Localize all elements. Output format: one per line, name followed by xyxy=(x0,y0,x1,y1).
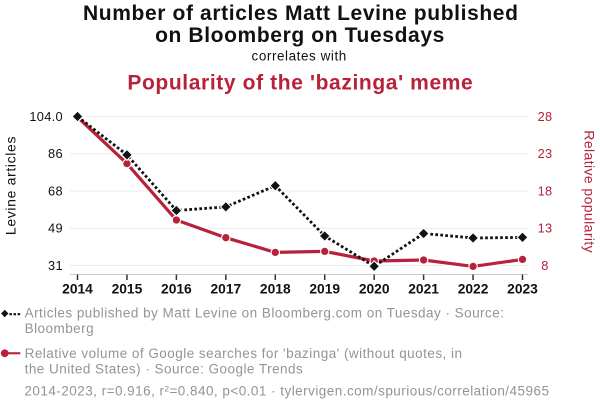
svg-text:8: 8 xyxy=(541,258,548,273)
svg-text:2021: 2021 xyxy=(408,281,439,296)
svg-text:31: 31 xyxy=(48,258,63,273)
svg-text:Popularity of the 'bazinga' me: Popularity of the 'bazinga' meme xyxy=(127,72,473,95)
svg-text:28: 28 xyxy=(538,109,553,124)
svg-text:2018: 2018 xyxy=(260,281,291,296)
svg-text:68: 68 xyxy=(48,183,63,198)
svg-text:correlates with: correlates with xyxy=(252,48,347,63)
svg-text:Articles published by Matt Lev: Articles published by Matt Levine on Blo… xyxy=(25,305,505,320)
svg-text:13: 13 xyxy=(538,221,553,236)
svg-text:49: 49 xyxy=(48,221,63,236)
svg-text:Bloomberg: Bloomberg xyxy=(25,321,95,336)
svg-text:Relative volume of Google sear: Relative volume of Google searches for '… xyxy=(25,346,463,361)
svg-text:2017: 2017 xyxy=(210,281,241,296)
svg-text:23: 23 xyxy=(538,146,553,161)
svg-text:86: 86 xyxy=(48,146,63,161)
svg-text:2014-2023, r=0.916, r²=0.840,: 2014-2023, r=0.916, r²=0.840, p<0.01 · t… xyxy=(24,384,549,399)
svg-text:2015: 2015 xyxy=(112,281,143,296)
svg-text:2023: 2023 xyxy=(507,281,538,296)
svg-text:the United States) · Source: G: the United States) · Source: Google Tren… xyxy=(25,362,304,377)
svg-text:18: 18 xyxy=(538,183,553,198)
svg-text:2022: 2022 xyxy=(458,281,489,296)
svg-text:Levine articles: Levine articles xyxy=(3,136,19,235)
svg-text:2020: 2020 xyxy=(359,281,390,296)
svg-text:2019: 2019 xyxy=(309,281,340,296)
svg-text:Number of articles Matt Levine: Number of articles Matt Levine published xyxy=(83,2,519,25)
svg-text:on Bloomberg on Tuesdays: on Bloomberg on Tuesdays xyxy=(155,24,445,47)
svg-text:2016: 2016 xyxy=(161,281,192,296)
svg-text:Relative popularity: Relative popularity xyxy=(582,130,598,253)
svg-text:104.0: 104.0 xyxy=(29,109,63,124)
svg-text:2014: 2014 xyxy=(62,281,93,296)
